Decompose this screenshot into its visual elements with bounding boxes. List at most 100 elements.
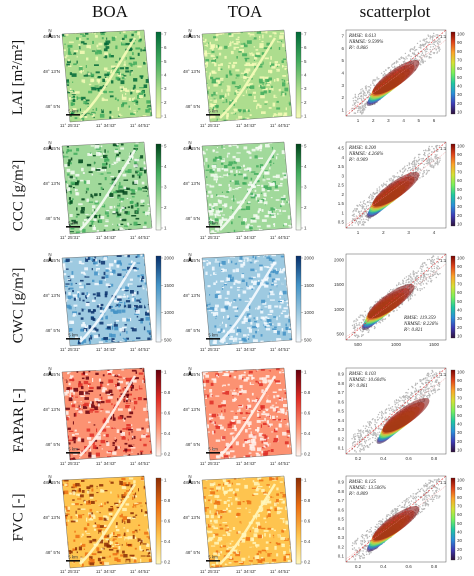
scatter-y-tick: 0.9 bbox=[338, 372, 345, 377]
scatter-y-tick: 0.1 bbox=[338, 446, 345, 451]
lon-label: 11° 25'31" bbox=[60, 123, 81, 128]
svg-text:N: N bbox=[48, 28, 51, 33]
density-tick: 20 bbox=[457, 213, 463, 218]
scatter-y-tick: 4 bbox=[341, 155, 344, 160]
colorbar-tick: 2 bbox=[164, 205, 167, 210]
density-tick: 20 bbox=[457, 439, 463, 444]
colorbar: 10.80.60.40.2 bbox=[156, 370, 171, 457]
one-to-one-label: 1:1 bbox=[440, 258, 447, 263]
density-tick: 50 bbox=[457, 299, 463, 304]
lon-label: 11° 25'31" bbox=[200, 235, 221, 240]
density-tick: 30 bbox=[457, 316, 463, 321]
scatter-y-tick: 0.2 bbox=[338, 436, 345, 441]
density-tick: 30 bbox=[457, 538, 463, 543]
lon-label: 11° 34'43" bbox=[236, 347, 257, 352]
colorbar-tick: 0.6 bbox=[164, 519, 171, 524]
lon-label: 11° 34'43" bbox=[96, 347, 117, 352]
colorbar-tick: 0.2 bbox=[164, 452, 171, 457]
scatter-x-tick: 1500 bbox=[429, 342, 440, 347]
scatter-x-tick: 0.8 bbox=[431, 456, 438, 461]
density-tick: 70 bbox=[457, 170, 463, 175]
one-to-one-label: 1:1 bbox=[440, 146, 447, 151]
scatter-y-tick: 6 bbox=[341, 46, 344, 51]
colorbar-tick: 1 bbox=[164, 478, 167, 483]
lon-label: 11° 25'31" bbox=[60, 235, 81, 240]
density-tick: 40 bbox=[457, 308, 463, 313]
lat-label: 48° 13'N bbox=[43, 181, 60, 186]
density-tick: 70 bbox=[457, 58, 463, 63]
colorbar-tick: 500 bbox=[164, 338, 172, 343]
density-tick: 60 bbox=[457, 290, 463, 295]
lat-label: 48° 13'N bbox=[43, 515, 60, 520]
scatter-y-tick: 1000 bbox=[334, 307, 345, 312]
colorbar-tick: 1 bbox=[304, 226, 307, 231]
colorbar-tick: 1500 bbox=[304, 283, 315, 288]
scatter-x-tick: 0.6 bbox=[406, 456, 413, 461]
colorbar-tick: 1 bbox=[164, 114, 167, 119]
scatter-y-tick: 500 bbox=[336, 332, 344, 337]
colorbar-tick: 3 bbox=[164, 86, 167, 91]
lon-label: 11° 25'31" bbox=[60, 347, 81, 352]
density-tick: 10 bbox=[457, 334, 463, 339]
scatter-x-tick: 0.4 bbox=[380, 564, 387, 569]
lat-label: 48° 5'N bbox=[185, 216, 200, 221]
density-tick: 30 bbox=[457, 204, 463, 209]
density-tick: 90 bbox=[457, 152, 463, 157]
scatter-y-tick: 0.7 bbox=[338, 498, 345, 503]
density-tick: 40 bbox=[457, 84, 463, 89]
colorbar-tick: 0.6 bbox=[164, 411, 171, 416]
density-tick: 10 bbox=[457, 110, 463, 115]
lon-label: 11° 44'51" bbox=[130, 461, 151, 466]
scatter-y-tick: 0.5 bbox=[338, 220, 345, 225]
scatter-y-tick: 0.4 bbox=[338, 526, 345, 531]
lon-label: 11° 34'43" bbox=[236, 235, 257, 240]
lon-label: 11° 44'51" bbox=[130, 235, 151, 240]
scatter-y-tick: 0.8 bbox=[338, 489, 345, 494]
lat-label: 48° 13'N bbox=[183, 515, 200, 520]
lon-label: 11° 44'51" bbox=[130, 123, 151, 128]
svg-text:5 km: 5 km bbox=[68, 109, 78, 114]
stat-line: R²: 0.821 bbox=[404, 328, 438, 334]
lat-label: 48° 15'N bbox=[183, 258, 200, 263]
lat-label: 48° 13'N bbox=[183, 181, 200, 186]
density-tick: 50 bbox=[457, 521, 463, 526]
scatter-y-tick: 0.7 bbox=[338, 390, 345, 395]
colorbar-tick: 2000 bbox=[164, 256, 175, 261]
density-tick: 40 bbox=[457, 422, 463, 427]
scatter-y-tick: 3.5 bbox=[338, 164, 345, 169]
colorbar-tick: 4 bbox=[164, 164, 167, 169]
row-label-fvc: FVC [-] bbox=[2, 470, 36, 565]
colorbar-tick: 5 bbox=[164, 144, 167, 149]
density-tick: 30 bbox=[457, 430, 463, 435]
lon-label: 11° 25'31" bbox=[60, 461, 81, 466]
colorbar-tick: 1 bbox=[304, 478, 307, 483]
density-tick: 60 bbox=[457, 404, 463, 409]
scatter-y-tick: 0.6 bbox=[338, 507, 345, 512]
scatter-y-tick: 1.5 bbox=[338, 201, 345, 206]
colorbar-tick: 0.8 bbox=[304, 498, 311, 503]
lat-label: 48° 15'N bbox=[43, 258, 60, 263]
colorbar-tick: 0.8 bbox=[164, 498, 171, 503]
lat-label: 48° 15'N bbox=[183, 146, 200, 151]
one-to-one-label: 1:1 bbox=[440, 34, 447, 39]
scatter-y-tick: 0.9 bbox=[338, 480, 345, 485]
colorbar-tick: 3 bbox=[304, 185, 307, 190]
stat-line: R²: 0.866 bbox=[349, 46, 383, 52]
density-tick: 80 bbox=[457, 273, 463, 278]
scatter-x-tick: 1 bbox=[357, 230, 360, 235]
scatter-x-tick: 2 bbox=[372, 118, 375, 123]
density-tick: 80 bbox=[457, 49, 463, 54]
lon-label: 11° 25'31" bbox=[60, 569, 81, 574]
scatter-y-tick: 0.2 bbox=[338, 544, 345, 549]
svg-text:N: N bbox=[48, 252, 51, 257]
